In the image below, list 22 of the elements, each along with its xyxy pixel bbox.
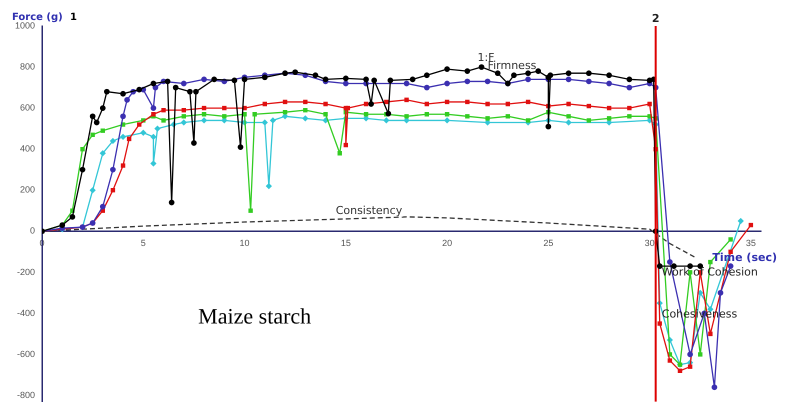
text: 1 <box>70 12 77 23</box>
x-tick-label: 5 <box>140 238 146 248</box>
y-tick-label: -800 <box>17 390 36 400</box>
y-tick-label: 1000 <box>14 20 36 30</box>
annotation: Maize starch <box>198 304 312 329</box>
x-tick-label: 35 <box>746 238 756 248</box>
x-tick-label: 30 <box>644 238 655 248</box>
x-tick-label: 20 <box>442 238 452 248</box>
x-tick-label: 10 <box>240 238 250 248</box>
y-tick-label: 400 <box>20 144 36 154</box>
y-tick-label: -200 <box>17 266 36 277</box>
x-tick-label: 15 <box>340 238 351 248</box>
y-tick-label: 200 <box>20 184 36 195</box>
y-tick-label: -600 <box>17 348 36 359</box>
y-axis-title: Force (g) <box>12 12 63 23</box>
y-tick-label: 800 <box>20 62 36 72</box>
y-tick-label: 600 <box>20 102 36 113</box>
y-tick-label: 0 <box>30 226 36 236</box>
y-tick-label: -400 <box>17 308 36 318</box>
annotation: Consistency <box>336 204 403 217</box>
text: 2 <box>652 12 660 25</box>
x-tick-label: 25 <box>543 238 554 248</box>
